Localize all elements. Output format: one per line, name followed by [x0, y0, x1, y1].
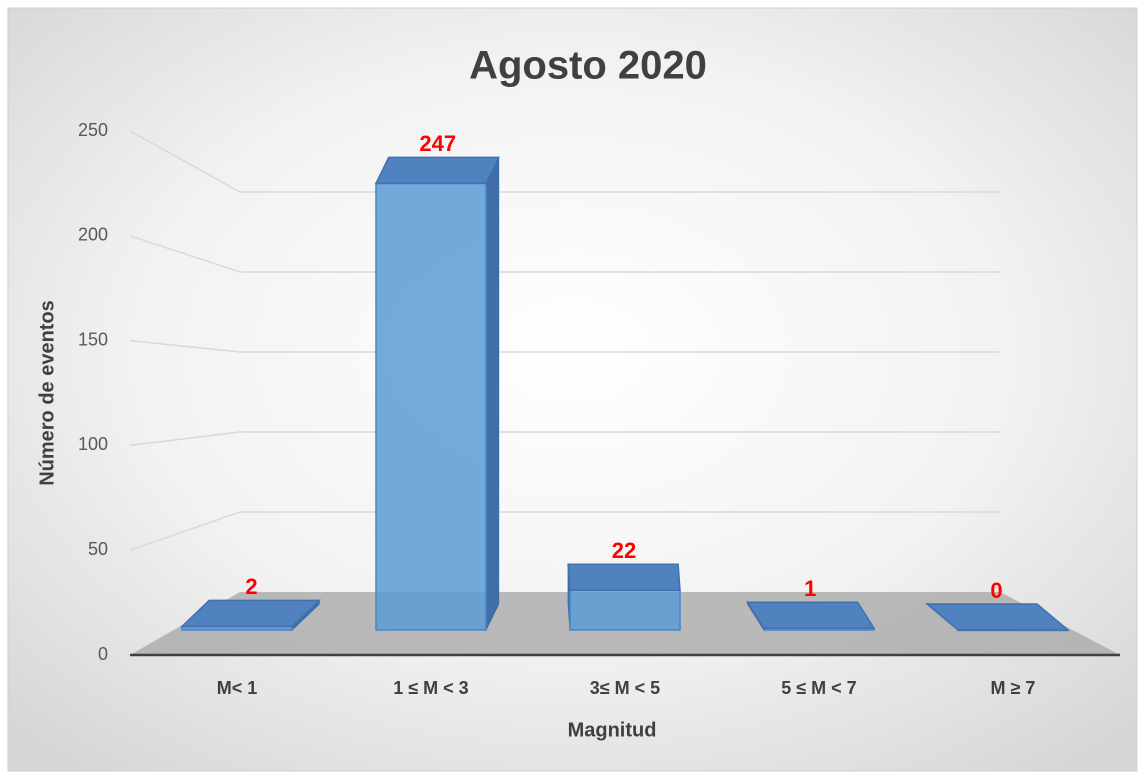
- x-axis-title: Magnitud: [568, 719, 657, 741]
- x-tick-label: 5 ≤ M < 7: [781, 678, 856, 698]
- x-tick-label: M< 1: [217, 678, 258, 698]
- grid-line: [129, 130, 1000, 193]
- data-label: 22: [612, 538, 636, 563]
- bar-top-face: [746, 601, 876, 629]
- y-tick-label: 250: [78, 120, 108, 140]
- bar: [569, 589, 681, 631]
- grid-line: [129, 339, 1000, 353]
- data-label: 2: [245, 574, 257, 599]
- y-axis-title: Número de eventos: [36, 300, 58, 486]
- data-label: 247: [419, 131, 456, 156]
- x-tick-label: 3≤ M < 5: [590, 678, 660, 698]
- x-tick-label: 1 ≤ M < 3: [393, 678, 468, 698]
- bar-top-face: [567, 563, 681, 591]
- data-label: 1: [804, 576, 816, 601]
- bar: [375, 182, 487, 631]
- chart-title: Agosto 2020: [469, 44, 707, 88]
- grid-line: [129, 235, 1000, 273]
- y-tick-label: 0: [98, 644, 108, 664]
- bar-side-face: [485, 157, 500, 631]
- grid-line: [129, 431, 1000, 447]
- grid-line: [129, 511, 1000, 551]
- bars: [180, 156, 1071, 632]
- bar-top-face: [374, 156, 500, 185]
- y-tick-label: 50: [88, 539, 108, 559]
- chart-area: [7, 7, 1138, 772]
- y-tick-label: 200: [78, 225, 108, 245]
- data-label: 0: [990, 578, 1002, 603]
- bar-top-face: [924, 603, 1071, 631]
- bar-top-face: [180, 599, 322, 628]
- grid: 0 50 100 150 200 250: [78, 120, 1000, 664]
- labels: M< 1 2 1 ≤ M < 3 247 3≤ M < 5 22 5 ≤ M < 7 1 M ≥…: [217, 131, 1036, 698]
- y-tick-label: 100: [78, 434, 108, 454]
- y-tick-label: 150: [78, 329, 108, 349]
- x-tick-label: M ≥ 7: [991, 678, 1036, 698]
